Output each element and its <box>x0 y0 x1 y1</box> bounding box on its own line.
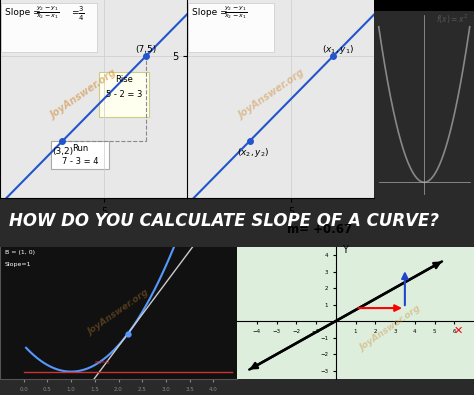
Text: ✕: ✕ <box>454 325 463 335</box>
Text: 5 - 2 = 3: 5 - 2 = 3 <box>106 90 142 99</box>
FancyBboxPatch shape <box>1 3 97 52</box>
Text: $(x_2,y_2)$: $(x_2,y_2)$ <box>237 146 269 159</box>
Text: $\frac{3}{4}$: $\frac{3}{4}$ <box>78 5 84 23</box>
Text: Run: Run <box>72 144 88 153</box>
Text: JoyAnswer.org: JoyAnswer.org <box>359 305 423 354</box>
Text: 7 - 3 = 4: 7 - 3 = 4 <box>62 157 98 166</box>
Text: (3,2): (3,2) <box>52 147 73 156</box>
Text: JoyAnswer.org: JoyAnswer.org <box>49 68 119 121</box>
Text: B = (1, 0): B = (1, 0) <box>5 250 35 256</box>
Text: $\frac{y_2 - y_1}{x_2 - x_1}$: $\frac{y_2 - y_1}{x_2 - x_1}$ <box>36 5 60 21</box>
Text: $\frac{y_2 - y_1}{x_2 - x_1}$: $\frac{y_2 - y_1}{x_2 - x_1}$ <box>224 5 247 21</box>
Text: $f(x) = x^2$: $f(x) = x^2$ <box>436 12 468 26</box>
Text: Y: Y <box>342 245 347 256</box>
FancyBboxPatch shape <box>188 3 273 52</box>
FancyBboxPatch shape <box>99 72 149 117</box>
Text: Slope=1: Slope=1 <box>5 262 31 267</box>
Text: JoyAnswer.org: JoyAnswer.org <box>86 289 151 337</box>
Text: HOW DO YOU CALCULATE SLOPE OF A CURVE?: HOW DO YOU CALCULATE SLOPE OF A CURVE? <box>9 212 439 230</box>
Text: $(x_1,y_1)$: $(x_1,y_1)$ <box>322 43 355 56</box>
Text: m=0: m=0 <box>95 360 110 365</box>
FancyBboxPatch shape <box>51 141 109 169</box>
Bar <box>374 0 474 11</box>
Text: Slope =: Slope = <box>192 8 231 17</box>
Text: =: = <box>71 8 78 17</box>
Text: m= +0.67: m= +0.67 <box>287 223 353 236</box>
Text: Rise: Rise <box>115 75 133 84</box>
Text: JoyAnswer.org: JoyAnswer.org <box>237 68 306 121</box>
Text: (7,5): (7,5) <box>135 45 156 54</box>
Text: Slope =: Slope = <box>5 8 44 17</box>
